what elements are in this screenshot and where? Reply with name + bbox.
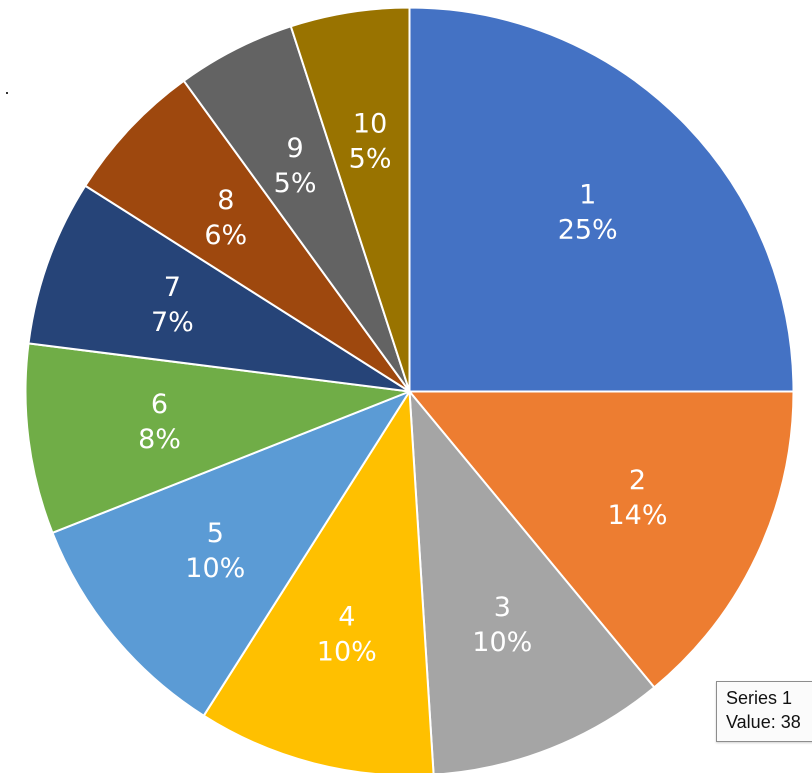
slice-category-label: 3 [494, 592, 511, 623]
pie-slice-4[interactable] [202, 390, 435, 773]
pie-slice-8[interactable] [84, 79, 411, 393]
slice-category-label: 8 [217, 185, 234, 216]
slice-category-label: 1 [579, 179, 596, 210]
chart-tooltip: Series 1 Value: 38 [716, 681, 812, 742]
tooltip-series: Series 1 [726, 688, 793, 708]
slice-category-label: 6 [151, 389, 168, 420]
slice-percent-label: 10% [185, 553, 245, 584]
pie-slice-5[interactable] [51, 390, 411, 717]
slice-category-label: 2 [629, 465, 646, 496]
slice-percent-label: 6% [204, 220, 247, 251]
slice-percent-label: 14% [607, 500, 667, 531]
pie-slice-1[interactable] [408, 6, 795, 393]
slice-percent-label: 5% [274, 168, 317, 199]
slice-percent-label: 5% [349, 144, 392, 175]
slice-category-label: 7 [164, 272, 181, 303]
slice-category-label: 5 [207, 518, 224, 549]
stray-mark [6, 92, 8, 94]
pie-labels: 1 25% 2 14% 3 10% 4 10% 5 10% 6 8% 7 7% 8 6% 9 5% 10 5% [138, 109, 667, 668]
slice-category-label: 9 [287, 133, 304, 164]
slice-percent-label: 10% [317, 637, 377, 668]
pie-slice-3[interactable] [408, 390, 656, 773]
slice-percent-label: 10% [472, 627, 532, 658]
pie-slice-7[interactable] [27, 184, 411, 393]
pie-slice-2[interactable] [408, 390, 795, 689]
slice-percent-label: 7% [151, 307, 194, 338]
slice-percent-label: 8% [138, 424, 181, 455]
slice-percent-label: 25% [558, 214, 618, 245]
pie-slices [24, 6, 795, 773]
pie-slice-6[interactable] [24, 342, 411, 534]
pie-slice-10[interactable] [289, 6, 411, 393]
tooltip-value: Value: 38 [726, 712, 801, 732]
slice-category-label: 4 [338, 602, 355, 633]
slice-category-label: 10 [353, 109, 387, 140]
